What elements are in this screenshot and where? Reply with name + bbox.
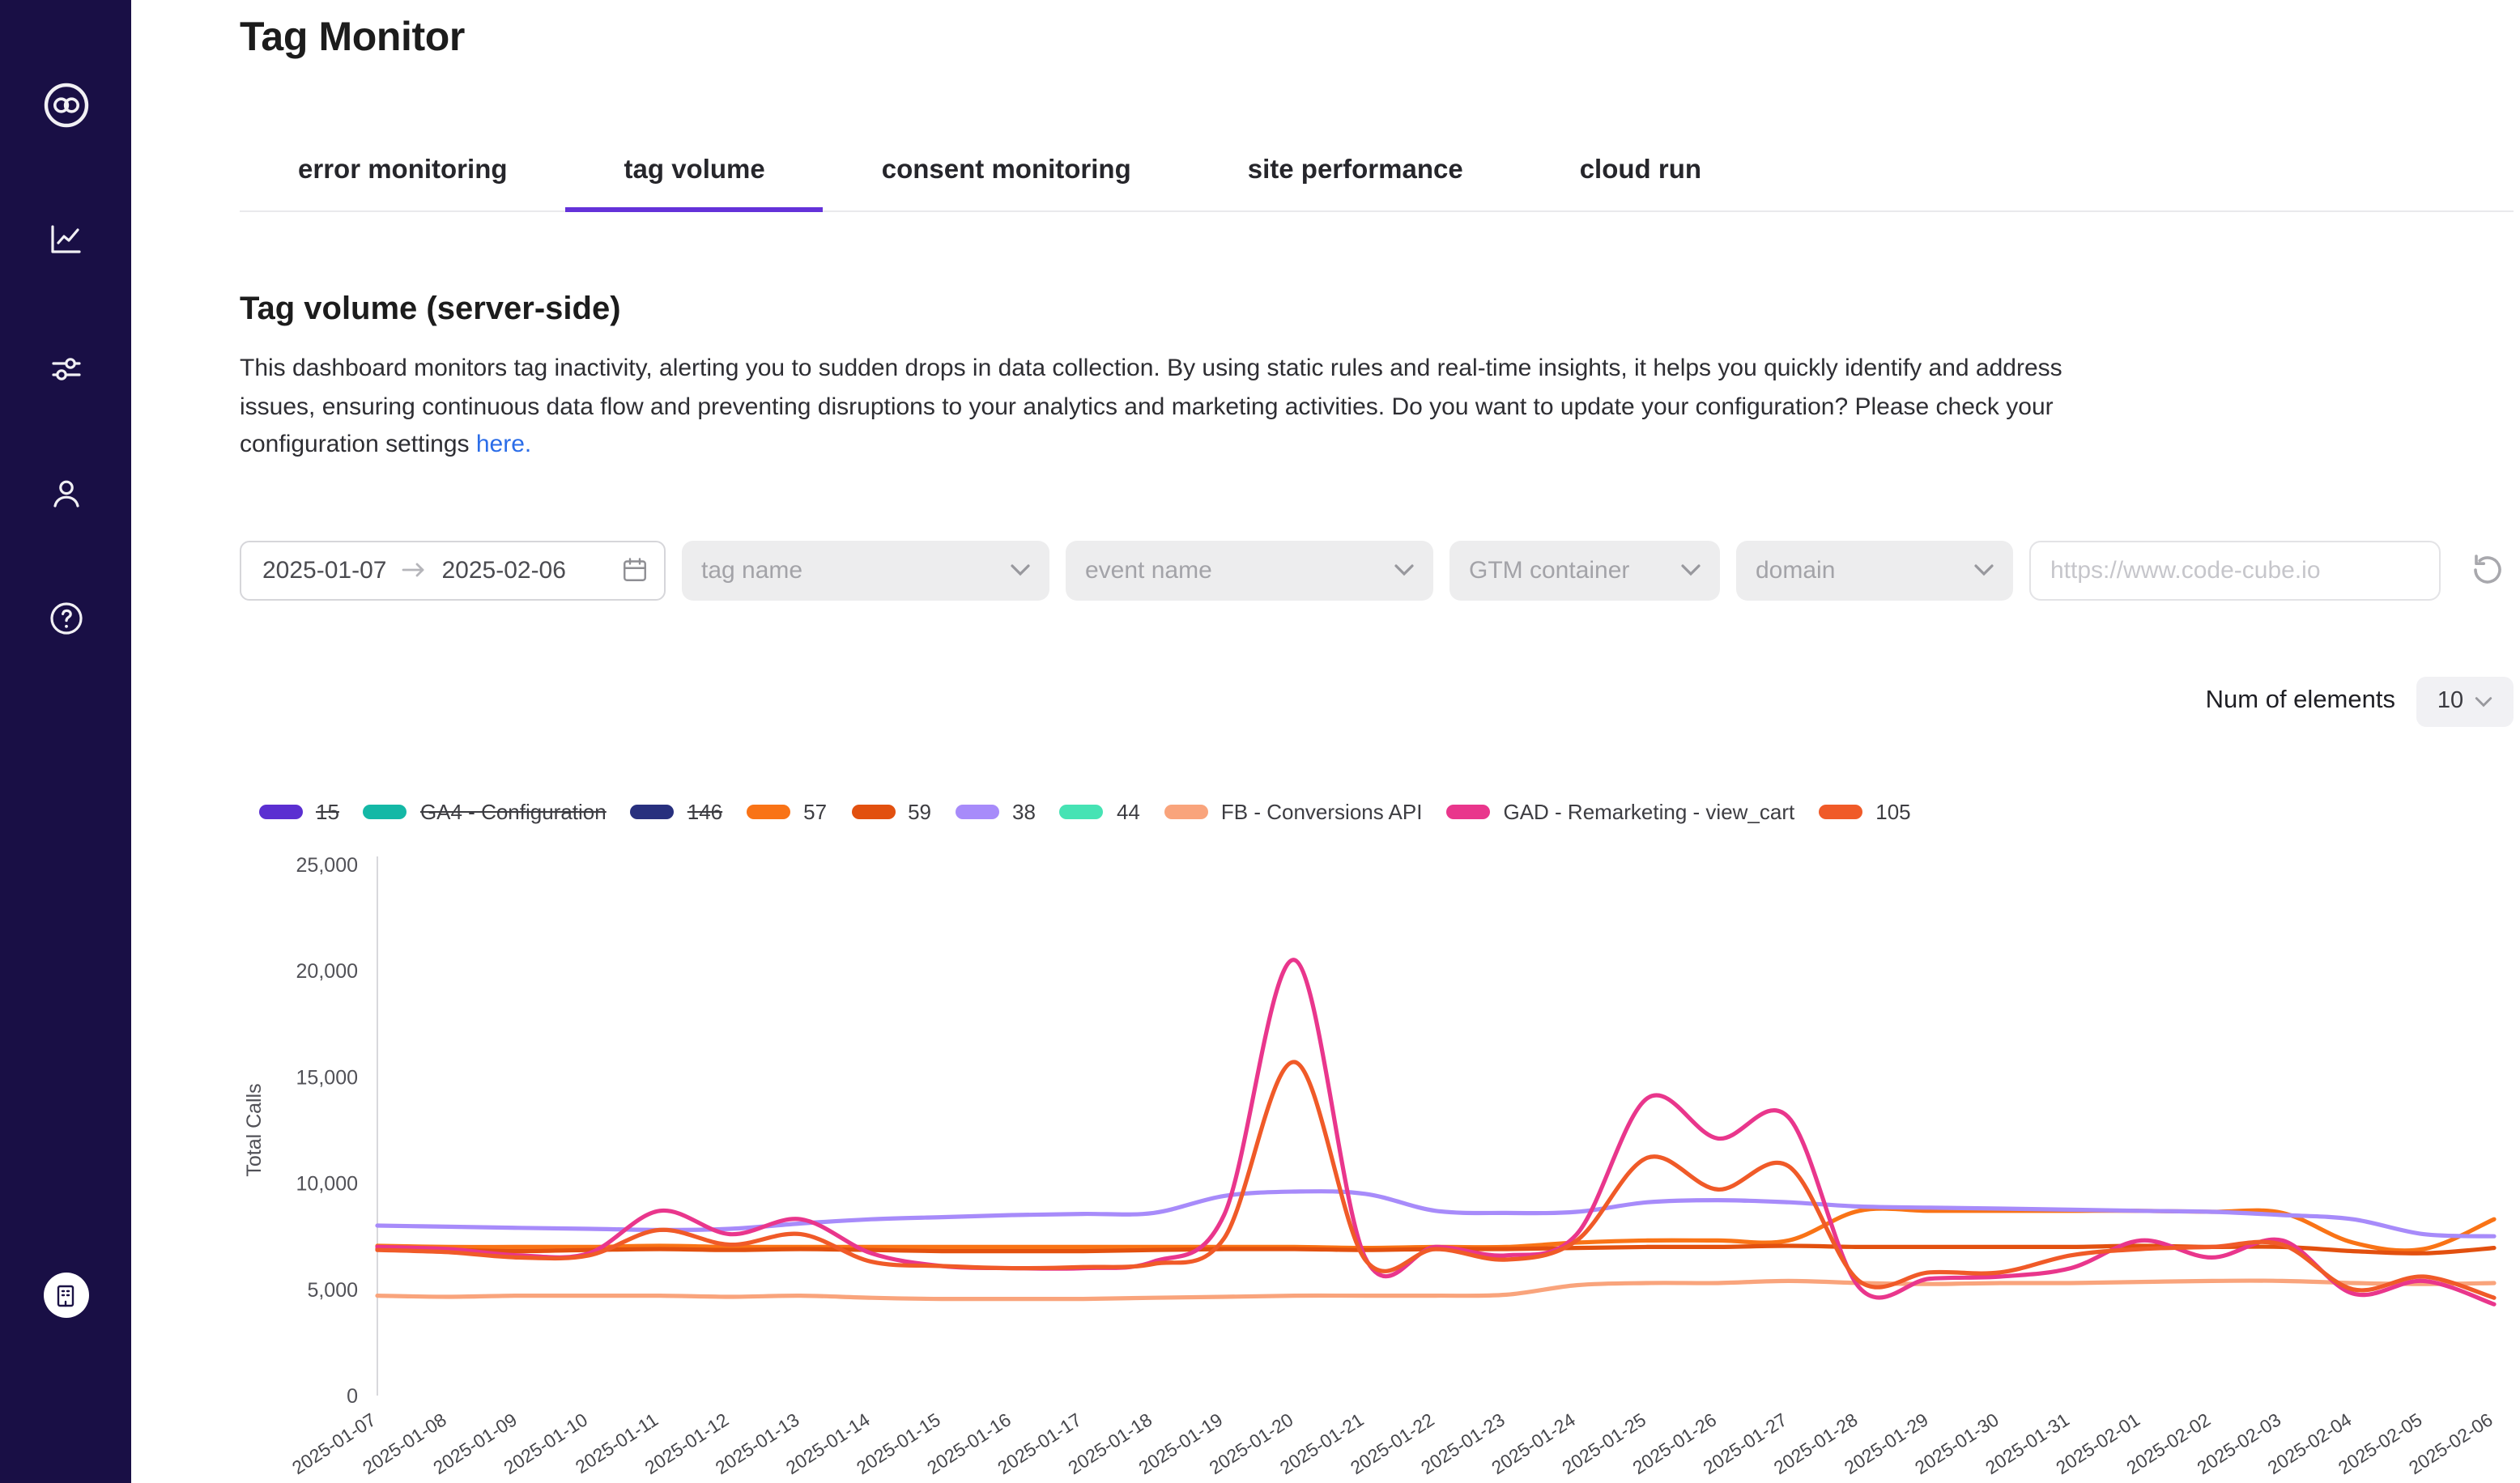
legend-swatch	[956, 804, 1000, 818]
legend-swatch	[851, 804, 896, 818]
legend-label: 57	[803, 799, 828, 823]
domain-select[interactable]: domain	[1736, 540, 2013, 600]
filter-bar: 2025-01-07 2025-02-06 tag name event nam…	[240, 540, 2514, 600]
legend-item[interactable]: FB - Conversions API	[1164, 799, 1423, 823]
y-axis-label: Total Calls	[243, 1082, 266, 1175]
refresh-icon	[2474, 555, 2501, 584]
chart-legend: 15 GA4 - Configuration 146 57 59 38 44 FB - Con…	[240, 799, 2514, 823]
series-line-GAD - Remarketing - view_cart	[375, 957, 2497, 1306]
y-tick-label: 5,000	[307, 1278, 358, 1301]
y-tick-label: 0	[347, 1384, 358, 1407]
legend-swatch	[1164, 804, 1208, 818]
tab-cloud-run[interactable]: cloud run	[1579, 155, 1702, 185]
y-tick-label: 15,000	[296, 1065, 358, 1088]
series-line-105	[375, 1059, 2497, 1299]
date-start: 2025-01-07	[262, 556, 387, 584]
legend-item[interactable]: 38	[956, 799, 1036, 823]
domain-placeholder: domain	[1756, 556, 1836, 584]
legend-label: GA4 - Configuration	[419, 799, 607, 823]
y-tick-label: 20,000	[296, 959, 358, 982]
num-of-elements-select[interactable]: 10	[2416, 676, 2514, 726]
refresh-button[interactable]	[2462, 544, 2514, 596]
page-title: Tag Monitor	[240, 15, 465, 60]
tab-tag-volume[interactable]: tag volume	[565, 134, 824, 212]
legend-item[interactable]: GA4 - Configuration	[363, 799, 607, 823]
legend-item[interactable]: 44	[1059, 799, 1140, 823]
legend-item[interactable]: 146	[630, 799, 723, 823]
legend-swatch	[363, 804, 407, 818]
chevron-down-icon	[1681, 564, 1701, 576]
legend-item[interactable]: 57	[747, 799, 827, 823]
url-input[interactable]	[2029, 540, 2441, 600]
legend-label: GAD - Remarketing - view_cart	[1503, 799, 1795, 823]
legend-swatch	[1819, 804, 1863, 818]
series-line-38	[375, 1188, 2497, 1238]
series-line-FB - Conversions API	[375, 1277, 2497, 1301]
legend-label: 44	[1116, 799, 1140, 823]
legend-swatch	[1446, 804, 1491, 818]
legend-item[interactable]: 59	[851, 799, 931, 823]
tab-consent-monitoring[interactable]: consent monitoring	[881, 155, 1131, 185]
legend-label: 146	[687, 799, 723, 823]
legend-swatch	[1059, 804, 1104, 818]
chevron-down-icon	[2475, 696, 2492, 707]
arrow-right-icon	[401, 562, 427, 578]
date-end: 2025-02-06	[441, 556, 566, 584]
date-range-picker[interactable]: 2025-01-07 2025-02-06	[240, 540, 666, 600]
num-of-elements-value: 10	[2437, 688, 2464, 714]
sliders-icon[interactable]	[33, 337, 98, 402]
calendar-icon	[620, 555, 649, 584]
user-icon[interactable]	[33, 461, 98, 526]
tab-bar: error monitoring tag volume consent moni…	[240, 134, 2514, 212]
legend-label: 59	[908, 799, 932, 823]
tab-error-monitoring[interactable]: error monitoring	[298, 155, 508, 185]
help-icon[interactable]	[33, 586, 98, 651]
event-name-placeholder: event name	[1085, 556, 1212, 584]
chevron-down-icon	[1974, 564, 1994, 576]
tag-volume-chart: 0 5,000 10,000 15,000 20,000 25,000 Total Call…	[243, 853, 2497, 1477]
legend-item[interactable]: 15	[259, 799, 339, 823]
legend-label: 15	[316, 799, 339, 823]
logo-icon[interactable]	[40, 79, 92, 131]
section-description: This dashboard monitors tag inactivity, …	[240, 350, 2067, 464]
y-tick-label: 25,000	[296, 853, 358, 876]
y-tick-label: 10,000	[296, 1172, 358, 1195]
section-heading: Tag volume (server-side)	[240, 291, 621, 327]
tag-name-placeholder: tag name	[701, 556, 803, 584]
legend-label: 105	[1875, 799, 1911, 823]
legend-label: FB - Conversions API	[1220, 799, 1423, 823]
chevron-down-icon	[1011, 564, 1030, 576]
legend-item[interactable]: GAD - Remarketing - view_cart	[1446, 799, 1794, 823]
legend-swatch	[259, 804, 303, 818]
tab-site-performance[interactable]: site performance	[1247, 155, 1463, 185]
configuration-settings-link[interactable]: here.	[475, 431, 532, 458]
gtm-container-select[interactable]: GTM container	[1449, 540, 1720, 600]
chevron-down-icon	[1394, 564, 1414, 576]
event-name-select[interactable]: event name	[1066, 540, 1433, 600]
gtm-container-placeholder: GTM container	[1469, 556, 1630, 584]
legend-label: 38	[1012, 799, 1036, 823]
organization-icon[interactable]	[43, 1273, 88, 1318]
sidebar	[0, 0, 131, 1483]
legend-item[interactable]: 105	[1819, 799, 1911, 823]
elements-control: Num of elements 10	[240, 676, 2514, 726]
description-text: This dashboard monitors tag inactivity, …	[240, 355, 2062, 458]
num-of-elements-label: Num of elements	[2205, 686, 2395, 714]
tag-name-select[interactable]: tag name	[682, 540, 1049, 600]
main-content: Tag Monitor error monitoring tag volume …	[131, 0, 2520, 1483]
legend-swatch	[747, 804, 791, 818]
line-chart-icon[interactable]	[33, 207, 98, 272]
legend-swatch	[630, 804, 675, 818]
